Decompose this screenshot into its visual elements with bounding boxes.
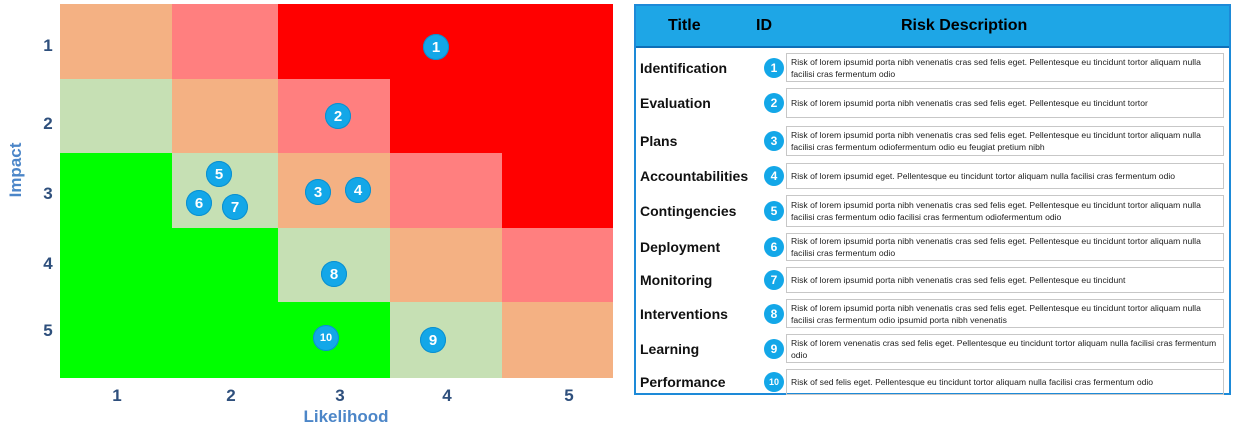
matrix-cell-2-4 (390, 79, 502, 153)
x-tick-1: 1 (112, 386, 122, 405)
row-description: Risk of lorem ipsumid porta nibh venenat… (786, 267, 1224, 293)
risk-marker-4: 4 (345, 177, 371, 203)
risk-marker-10: 10 (313, 325, 339, 351)
matrix-cell-3-5 (502, 153, 613, 228)
row-title: Plans (640, 133, 678, 149)
table-row: Monitoring 7 Risk of lorem ipsumid porta n… (636, 264, 1229, 296)
row-description: Risk of lorem ipsumid porta nibh venenat… (786, 88, 1224, 118)
y-tick-3: 3 (43, 184, 53, 203)
row-description: Risk of lorem ipsumid porta nibh venenat… (786, 233, 1224, 261)
matrix-cell-3-1 (60, 153, 172, 228)
table-row: Interventions 8 Risk of lorem ipsumid port… (636, 296, 1229, 331)
risk-marker-9: 9 (420, 327, 446, 353)
x-tick-4: 4 (442, 386, 452, 405)
x-tick-5: 5 (564, 386, 574, 405)
risk-table: Title ID Risk Description Identification… (634, 4, 1231, 395)
row-description: Risk of lorem ipsumid porta nibh venenat… (786, 126, 1224, 156)
header-description: Risk Description (901, 17, 1028, 34)
table-row: Evaluation 2 Risk of lorem ipsumid porta n… (636, 85, 1229, 121)
matrix-cell-3-3 (278, 153, 390, 228)
row-id-badge: 1 (764, 57, 784, 78)
row-id-badge: 5 (764, 201, 784, 221)
matrix-cell-2-1 (60, 79, 172, 153)
risk-marker-1: 1 (423, 34, 449, 60)
matrix-cell-3-4 (390, 153, 502, 228)
row-title: Interventions (640, 305, 728, 322)
y-axis-title: Impact (6, 142, 25, 198)
matrix-cell-2-5 (502, 79, 613, 153)
row-title: Performance (640, 374, 726, 390)
y-tick-1: 1 (43, 36, 53, 55)
row-id-badge: 3 (764, 131, 784, 151)
row-id-badge: 6 (764, 237, 784, 257)
risk-marker-5: 5 (206, 161, 232, 187)
matrix-cell-1-3 (278, 4, 390, 79)
row-id-badge: 7 (764, 270, 784, 290)
matrix-cell-1-5 (502, 4, 613, 79)
row-id-badge: 2 (764, 93, 784, 113)
matrix-cell-4-1 (60, 228, 172, 302)
x-tick-3: 3 (335, 386, 345, 405)
matrix-cell-1-1 (60, 4, 172, 79)
row-id-badge: 10 (764, 372, 784, 392)
row-description: Risk of lorem ipsumid eget. Pellentesque… (786, 163, 1224, 189)
matrix-cell-2-2 (172, 79, 278, 153)
y-tick-2: 2 (43, 114, 53, 133)
matrix-cell-5-4 (390, 302, 502, 378)
row-title: Deployment (640, 239, 721, 255)
matrix-cell-4-4 (390, 228, 502, 302)
risk-marker-6: 6 (186, 190, 212, 216)
matrix-cell-5-5 (502, 302, 613, 378)
row-title: Contingencies (640, 203, 737, 219)
matrix-cell-4-2 (172, 228, 278, 302)
x-axis-title: Likelihood (303, 407, 389, 426)
row-title: Accountabilities (640, 168, 749, 184)
table-row: Learning 9 Risk of lorem venenatis cras se… (636, 331, 1229, 366)
row-title: Evaluation (640, 95, 711, 111)
risk-marker-8: 8 (321, 261, 347, 287)
row-description: Risk of sed felis eget. Pellentesque eu … (786, 369, 1224, 395)
risk-marker-2: 2 (325, 103, 351, 129)
row-description: Risk of lorem venenatis cras sed felis e… (786, 334, 1224, 363)
row-description: Risk of lorem ipsumid porta nibh venenat… (786, 53, 1224, 82)
row-id-badge: 8 (764, 303, 784, 324)
table-header: Title ID Risk Description (636, 6, 1229, 48)
table-row: Deployment 6 Risk of lorem ipsumid porta n… (636, 230, 1229, 264)
header-id: ID (756, 17, 772, 34)
y-tick-4: 4 (43, 254, 53, 273)
table-row: Accountabilities 4 Risk of lorem ipsumid e… (636, 160, 1229, 192)
table-row: Contingencies 5 Risk of lorem ipsumid port… (636, 192, 1229, 230)
risk-marker-3: 3 (305, 179, 331, 205)
table-row: Plans 3 Risk of lorem ipsumid porta nibh v… (636, 123, 1229, 159)
row-id-badge: 4 (764, 166, 784, 186)
table-row: Performance 10 Risk of sed felis eget. Pel… (636, 366, 1229, 398)
matrix-cell-1-2 (172, 4, 278, 79)
row-description: Risk of lorem ipsumid porta nibh venenat… (786, 299, 1224, 328)
table-row: Identification 1 Risk of lorem ipsumid por… (636, 50, 1229, 85)
row-description: Risk of lorem ipsumid porta nibh venenat… (786, 195, 1224, 227)
matrix-cell-5-2 (172, 302, 278, 378)
risk-matrix: 1 2 3 4 5 6 7 8 9 10 (60, 4, 613, 378)
risk-marker-7: 7 (222, 194, 248, 220)
row-title: Learning (640, 340, 700, 357)
y-tick-5: 5 (43, 321, 53, 340)
row-id-badge: 9 (764, 338, 784, 359)
matrix-cell-5-1 (60, 302, 172, 378)
row-title: Monitoring (640, 272, 713, 288)
matrix-cell-4-5 (502, 228, 613, 302)
header-title: Title (668, 17, 701, 34)
x-tick-2: 2 (226, 386, 236, 405)
row-title: Identification (640, 59, 728, 76)
